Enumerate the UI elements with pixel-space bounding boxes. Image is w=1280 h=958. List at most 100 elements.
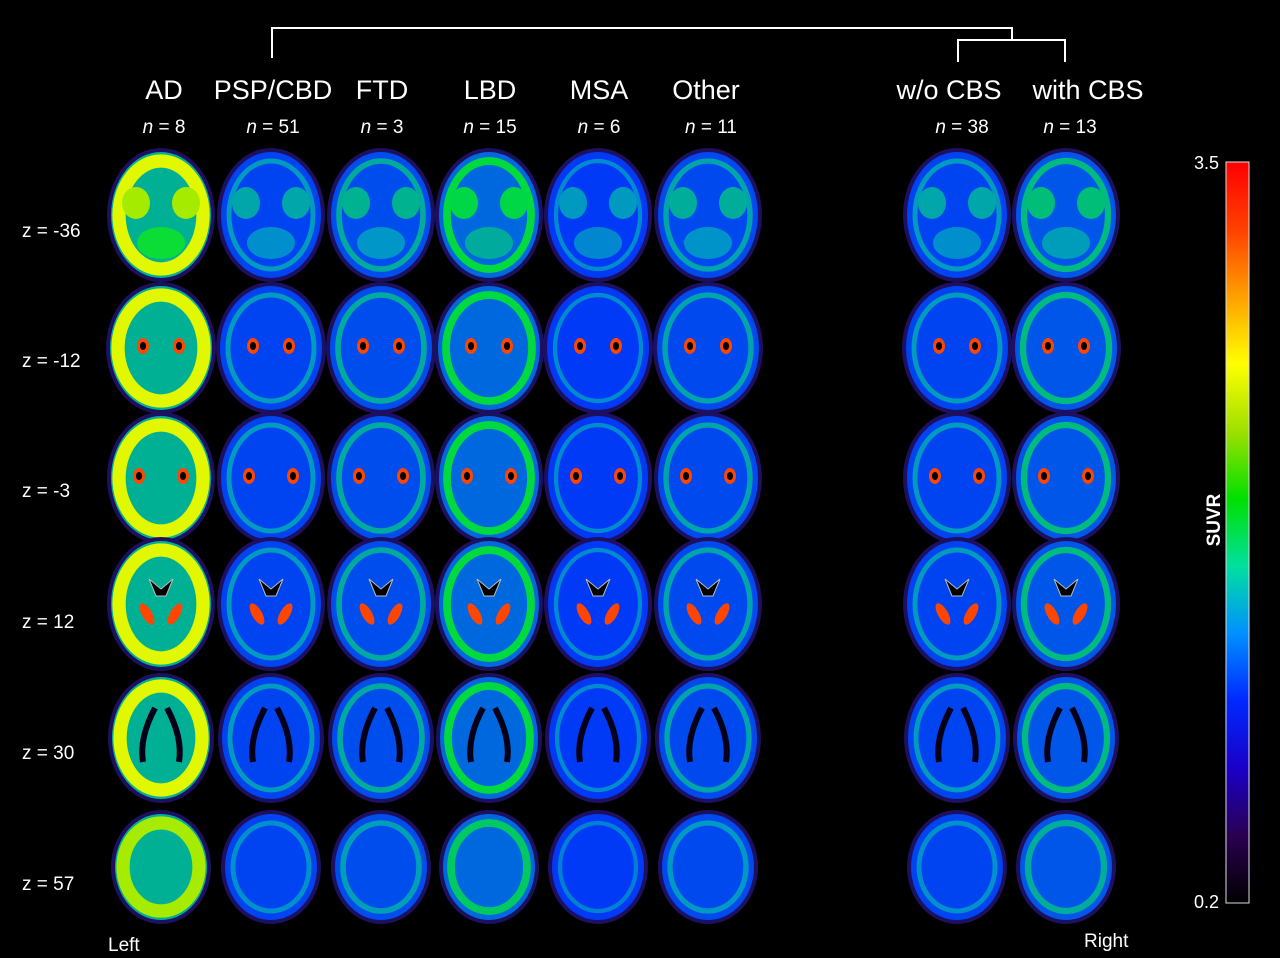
n-symbol: n <box>246 117 257 138</box>
cortex-band <box>230 820 312 914</box>
striatum-core-right <box>176 342 182 350</box>
brain-slice-ad-row-4 <box>107 537 215 671</box>
striatum-core-right <box>1085 472 1091 480</box>
brain-tissue <box>221 152 321 278</box>
striatum-core-left <box>356 472 362 480</box>
choroid-hotspot-left <box>467 603 483 625</box>
brain-slice-with-cbs-row-5 <box>1013 673 1119 803</box>
cortex-band <box>226 158 316 272</box>
ventricle <box>695 578 721 597</box>
temporal-lobe-left <box>669 187 697 219</box>
brain-slice-other-row-5 <box>655 673 761 803</box>
n-symbol: n <box>142 117 154 138</box>
cortex-band <box>912 158 1002 272</box>
brain-slice-ad-row-5 <box>108 673 214 803</box>
brain-slice-ftd-row-2 <box>326 282 436 414</box>
n-separator: = <box>371 117 393 138</box>
colorbar-max-label: 3.5 <box>1194 153 1220 173</box>
cortex-band <box>337 683 425 793</box>
cerebellum <box>574 227 622 259</box>
brain-slice-with-cbs-row-4 <box>1012 537 1120 671</box>
orientation-left-label: Left <box>108 935 140 956</box>
n-count-msa: n = 6 <box>539 118 659 137</box>
brain-slice-without-cbs-row-1 <box>903 148 1011 282</box>
n-separator: = <box>1053 117 1076 138</box>
ventricle <box>368 578 394 597</box>
cortex-band <box>226 547 316 661</box>
colorbar-min-label: 0.2 <box>1194 892 1220 912</box>
brain-tissue <box>225 814 317 920</box>
n-symbol: n <box>360 117 372 138</box>
cerebellum <box>1042 227 1090 259</box>
brain-tissue <box>439 541 539 667</box>
n-value: 13 <box>1075 117 1097 138</box>
ventricle-outline <box>139 706 183 763</box>
brain-slice-lbd-row-3 <box>435 412 543 544</box>
striatum-core-right <box>290 472 296 480</box>
choroid-hotspot-left <box>359 603 375 625</box>
brain-slice-without-cbs-row-4 <box>903 537 1011 671</box>
temporal-lobe-right <box>282 187 310 219</box>
n-separator: = <box>153 117 175 138</box>
striatum-core-left <box>1041 472 1047 480</box>
slice-label-z-minus-36: z = -36 <box>22 221 81 242</box>
brain-tissue <box>662 814 754 920</box>
brain-slice-other-row-4 <box>654 537 762 671</box>
brain-slice-ad-row-3 <box>107 412 215 544</box>
n-count-lbd: n = 15 <box>430 118 550 137</box>
temporal-lobe-right <box>1077 187 1105 219</box>
brain-tissue <box>1016 416 1116 540</box>
group-label-without-cbs: w/o CBS <box>896 75 1002 105</box>
brain-slice-psp-cbd-row-2 <box>216 282 326 414</box>
cortex-band <box>912 422 1002 534</box>
brain-slice-ftd-row-1 <box>327 148 435 282</box>
choroid-hotspot-right <box>387 603 403 625</box>
cerebellum <box>247 227 295 259</box>
brain-tissue <box>111 152 211 278</box>
striatum-core-right <box>180 472 186 480</box>
n-count-with-cbs: n = 13 <box>1010 118 1130 137</box>
cortex-band <box>226 422 316 534</box>
striatum-core-right <box>617 472 623 480</box>
brain-slice-ftd-row-5 <box>328 673 434 803</box>
choroid-hotspot-left <box>249 603 265 625</box>
n-value: 15 <box>495 117 517 138</box>
n-separator: = <box>588 117 610 138</box>
brain-tissue <box>657 286 759 410</box>
cortex-band <box>340 820 422 914</box>
brain-slice-psp-cbd-row-4 <box>217 537 325 671</box>
brain-tissue <box>331 541 431 667</box>
striatum-core-right <box>1081 342 1087 350</box>
striatum-core-left <box>577 342 583 350</box>
ventricle <box>258 578 284 597</box>
group-label-with-cbs: with CBS <box>1032 75 1144 105</box>
cortex-band <box>443 157 535 273</box>
cortex-band <box>911 292 1003 404</box>
cortex-band <box>227 683 315 793</box>
ventricle-outline <box>359 706 403 763</box>
colorbar-gradient <box>1225 161 1250 904</box>
cortex-band <box>667 820 749 914</box>
brain-tissue <box>659 677 757 799</box>
brain-slice-msa-row-5 <box>545 673 651 803</box>
striatum-core-right <box>613 342 619 350</box>
striatum-core-left <box>468 342 474 350</box>
brain-tissue <box>549 677 647 799</box>
cortex-band <box>113 679 209 797</box>
choroid-hotspot-left <box>935 603 951 625</box>
brain-tissue <box>1020 814 1112 920</box>
brain-tissue <box>1015 286 1117 410</box>
n-count-ftd: n = 3 <box>322 118 442 137</box>
ventricle <box>1053 578 1079 597</box>
cortex-band <box>912 547 1002 661</box>
temporal-lobe-left <box>559 187 587 219</box>
cortex-band <box>553 547 643 661</box>
brain-slice-ad-row-6 <box>111 810 211 924</box>
cortex-band <box>1021 682 1111 794</box>
temporal-lobe-left <box>232 187 260 219</box>
n-value: 38 <box>967 117 989 138</box>
brain-tissue <box>1017 677 1115 799</box>
choroid-hotspot-left <box>1044 603 1060 625</box>
